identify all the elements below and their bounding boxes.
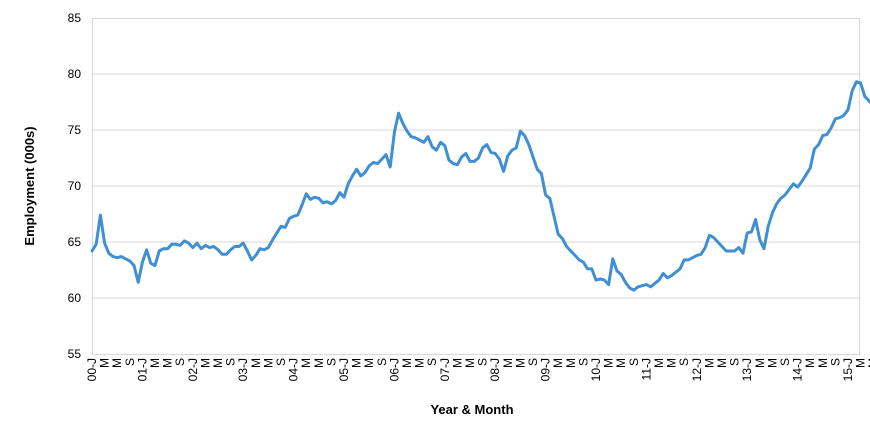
x-tick-label: M <box>866 358 870 368</box>
x-tick-label: M <box>211 358 225 368</box>
x-tick-label: 13-J <box>740 358 754 381</box>
x-tick-label: M <box>665 358 679 368</box>
x-tick-label: S <box>526 358 540 366</box>
employment-series-line <box>90 80 870 292</box>
x-tick-label: M <box>161 358 175 368</box>
x-tick-label: 12-J <box>690 358 704 381</box>
x-tick-label: S <box>677 358 691 366</box>
x-tick-label: 14-J <box>791 358 805 381</box>
x-tick-label: M <box>463 358 477 368</box>
y-axis-tick-labels: 55 60 65 70 75 80 85 <box>68 11 82 361</box>
x-tick-label: S <box>123 358 137 366</box>
x-tick-label: S <box>324 358 338 366</box>
x-tick-label: M <box>261 358 275 368</box>
x-tick-label: M <box>816 358 830 368</box>
x-tick-label: M <box>803 358 817 368</box>
x-tick-label: M <box>312 358 326 368</box>
x-tick-label: 03-J <box>236 358 250 381</box>
x-tick-label: S <box>224 358 238 366</box>
x-tick-label: M <box>551 358 565 368</box>
x-tick-label: S <box>576 358 590 366</box>
x-tick-label: M <box>501 358 515 368</box>
x-tick-label: M <box>299 358 313 368</box>
x-tick-label: S <box>375 358 389 366</box>
x-tick-label: S <box>425 358 439 366</box>
x-tick-label: M <box>564 358 578 368</box>
x-tick-label: S <box>274 358 288 366</box>
x-tick-label: M <box>765 358 779 368</box>
y-tick-label: 65 <box>68 235 82 249</box>
x-tick-label: 11-J <box>639 358 653 380</box>
x-tick-label: 10-J <box>589 358 603 381</box>
x-tick-label: M <box>98 358 112 368</box>
x-tick-label: M <box>513 358 527 368</box>
x-tick-label: M <box>753 358 767 368</box>
x-axis-tick-labels: 00-JMMS01-JMMS02-JMMS03-JMMS04-JMMS05-JM… <box>85 358 870 381</box>
x-tick-label: 09-J <box>539 358 553 381</box>
y-tick-label: 60 <box>68 291 82 305</box>
x-tick-label: 00-J <box>85 358 99 381</box>
y-axis-title: Employment (000s) <box>22 126 37 245</box>
x-tick-label: 04-J <box>287 358 301 381</box>
x-tick-label: 02-J <box>186 358 200 381</box>
x-tick-label: M <box>413 358 427 368</box>
x-tick-label: M <box>400 358 414 368</box>
y-tick-label: 85 <box>68 11 82 25</box>
x-tick-label: 06-J <box>387 358 401 381</box>
y-tick-label: 80 <box>68 67 82 81</box>
x-tick-label: M <box>652 358 666 368</box>
x-tick-label: M <box>450 358 464 368</box>
x-tick-label: 08-J <box>488 358 502 381</box>
x-tick-label: M <box>198 358 212 368</box>
x-tick-label: M <box>715 358 729 368</box>
x-tick-label: 15-J <box>841 358 855 381</box>
x-tick-label: M <box>702 358 716 368</box>
x-tick-label: S <box>778 358 792 366</box>
x-axis-title: Year & Month <box>430 402 513 417</box>
x-tick-label: M <box>854 358 868 368</box>
x-tick-label: S <box>173 358 187 366</box>
y-tick-label: 75 <box>68 123 82 137</box>
x-tick-label: M <box>148 358 162 368</box>
x-tick-label: M <box>110 358 124 368</box>
x-tick-label: 05-J <box>337 358 351 381</box>
x-tick-label: 01-J <box>135 358 149 381</box>
x-tick-label: M <box>362 358 376 368</box>
x-tick-label: M <box>249 358 263 368</box>
x-tick-label: S <box>627 358 641 366</box>
y-tick-label: 55 <box>68 347 82 361</box>
x-tick-label: S <box>476 358 490 366</box>
x-tick-label: M <box>602 358 616 368</box>
x-tick-label: S <box>728 358 742 366</box>
x-tick-label: 07-J <box>438 358 452 381</box>
gridlines <box>92 73 859 299</box>
x-tick-label: M <box>614 358 628 368</box>
y-tick-label: 70 <box>68 179 82 193</box>
x-tick-label: M <box>350 358 364 368</box>
x-tick-label: S <box>828 358 842 366</box>
